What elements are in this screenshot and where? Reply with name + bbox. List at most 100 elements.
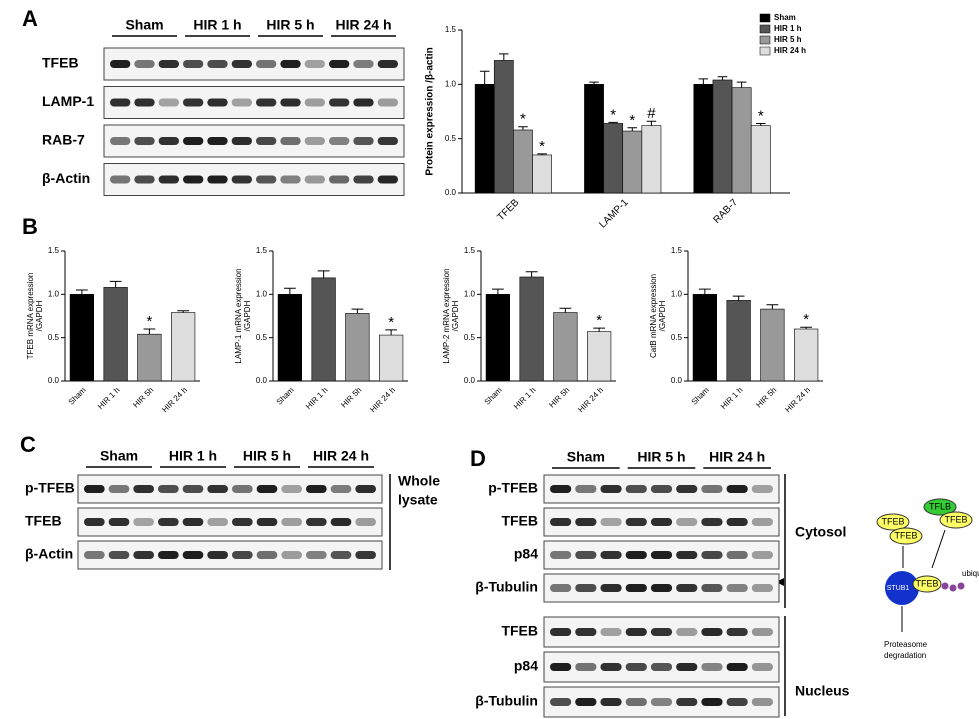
band [158, 98, 179, 107]
y-axis-label: Protein expression /β-actin [425, 47, 436, 175]
caption: Proteasome [884, 640, 928, 649]
y-tick-label: 1.5 [464, 246, 476, 255]
error-bar [177, 310, 190, 313]
band [355, 485, 376, 493]
band [232, 518, 253, 526]
annotation: * [146, 313, 152, 330]
error-bar [317, 270, 330, 278]
band [231, 175, 252, 184]
annotation: * [596, 312, 602, 329]
y-tick-label: 1.5 [48, 246, 60, 255]
band [650, 584, 673, 592]
band [701, 584, 723, 592]
band [676, 485, 698, 493]
band [134, 137, 155, 145]
error-bar [109, 280, 122, 288]
y-tick-label: 1.0 [48, 289, 60, 298]
bar [485, 294, 510, 382]
band [726, 628, 748, 636]
band [701, 663, 723, 671]
band [110, 137, 131, 145]
band [550, 628, 572, 636]
bar [641, 125, 662, 194]
error-bar [800, 326, 813, 329]
row-label: β-Tubulin [475, 693, 538, 709]
annotation: * [610, 106, 616, 123]
annotation: * [388, 314, 394, 331]
band [701, 518, 723, 526]
band [207, 485, 228, 493]
lane-group: HIR 5 h [243, 448, 291, 464]
x-tick-label: HIR 5h [339, 386, 363, 410]
band [108, 485, 130, 493]
band [256, 60, 277, 68]
y-axis-label: CatB mRNA expression [649, 274, 658, 358]
ubiquitin [957, 582, 965, 590]
lane-group: Sham [125, 17, 163, 33]
y-axis-label: LAMP-1 mRNA expression [234, 268, 243, 363]
x-tick-label: HIR 5h [131, 386, 155, 410]
band [304, 60, 325, 68]
ubiquitin [949, 584, 957, 592]
band [110, 175, 131, 184]
band [329, 60, 350, 68]
lane-group: HIR 24 h [335, 17, 391, 33]
band [751, 485, 773, 493]
error-bar [499, 53, 509, 61]
node [889, 527, 923, 545]
lane-group: HIR 24 h [709, 449, 765, 465]
band [158, 60, 179, 68]
y-tick-label: 0.0 [464, 376, 476, 385]
band [751, 628, 773, 636]
band [207, 175, 228, 184]
band [751, 584, 773, 592]
band [256, 137, 277, 145]
error-bar [593, 327, 606, 332]
band [280, 98, 301, 107]
node [939, 511, 973, 529]
band [280, 175, 301, 184]
band [329, 98, 350, 107]
band [676, 663, 698, 671]
band [183, 60, 204, 68]
band [575, 551, 597, 559]
x-tick-label: HIR 5h [754, 386, 778, 410]
bar [474, 84, 495, 194]
band [751, 551, 773, 559]
error-bar [717, 76, 728, 80]
band [84, 551, 105, 559]
panel-label: C [20, 432, 36, 457]
band [625, 663, 647, 671]
band [207, 551, 228, 559]
band [256, 551, 278, 559]
band [133, 485, 154, 493]
error-bar [143, 328, 156, 335]
band [550, 551, 572, 559]
y-axis-label: /GAPDH [658, 300, 667, 331]
band [600, 663, 622, 671]
bar [584, 84, 604, 194]
legend-swatch [759, 46, 771, 56]
y-tick-label: 0.5 [48, 333, 60, 342]
legend-swatch [759, 24, 771, 34]
y-axis-label: /GAPDH [35, 300, 44, 331]
y-tick-label: 0.5 [464, 333, 476, 342]
band [550, 485, 572, 493]
y-tick-label: 1.5 [256, 246, 268, 255]
legend-label: HIR 24 h [774, 46, 806, 55]
band [751, 698, 773, 706]
band [158, 137, 179, 145]
band [650, 698, 673, 706]
band [110, 98, 131, 107]
node-label: TFEB [881, 516, 904, 526]
x-tick-label: HIR 1 h [96, 386, 122, 412]
y-tick-label: 0.5 [256, 333, 268, 342]
band [330, 485, 352, 493]
annotation: # [647, 105, 656, 122]
band [650, 628, 673, 636]
ubiquitin-label: ubiqu [962, 569, 979, 578]
band [134, 98, 155, 107]
band [726, 663, 748, 671]
band [306, 518, 327, 526]
